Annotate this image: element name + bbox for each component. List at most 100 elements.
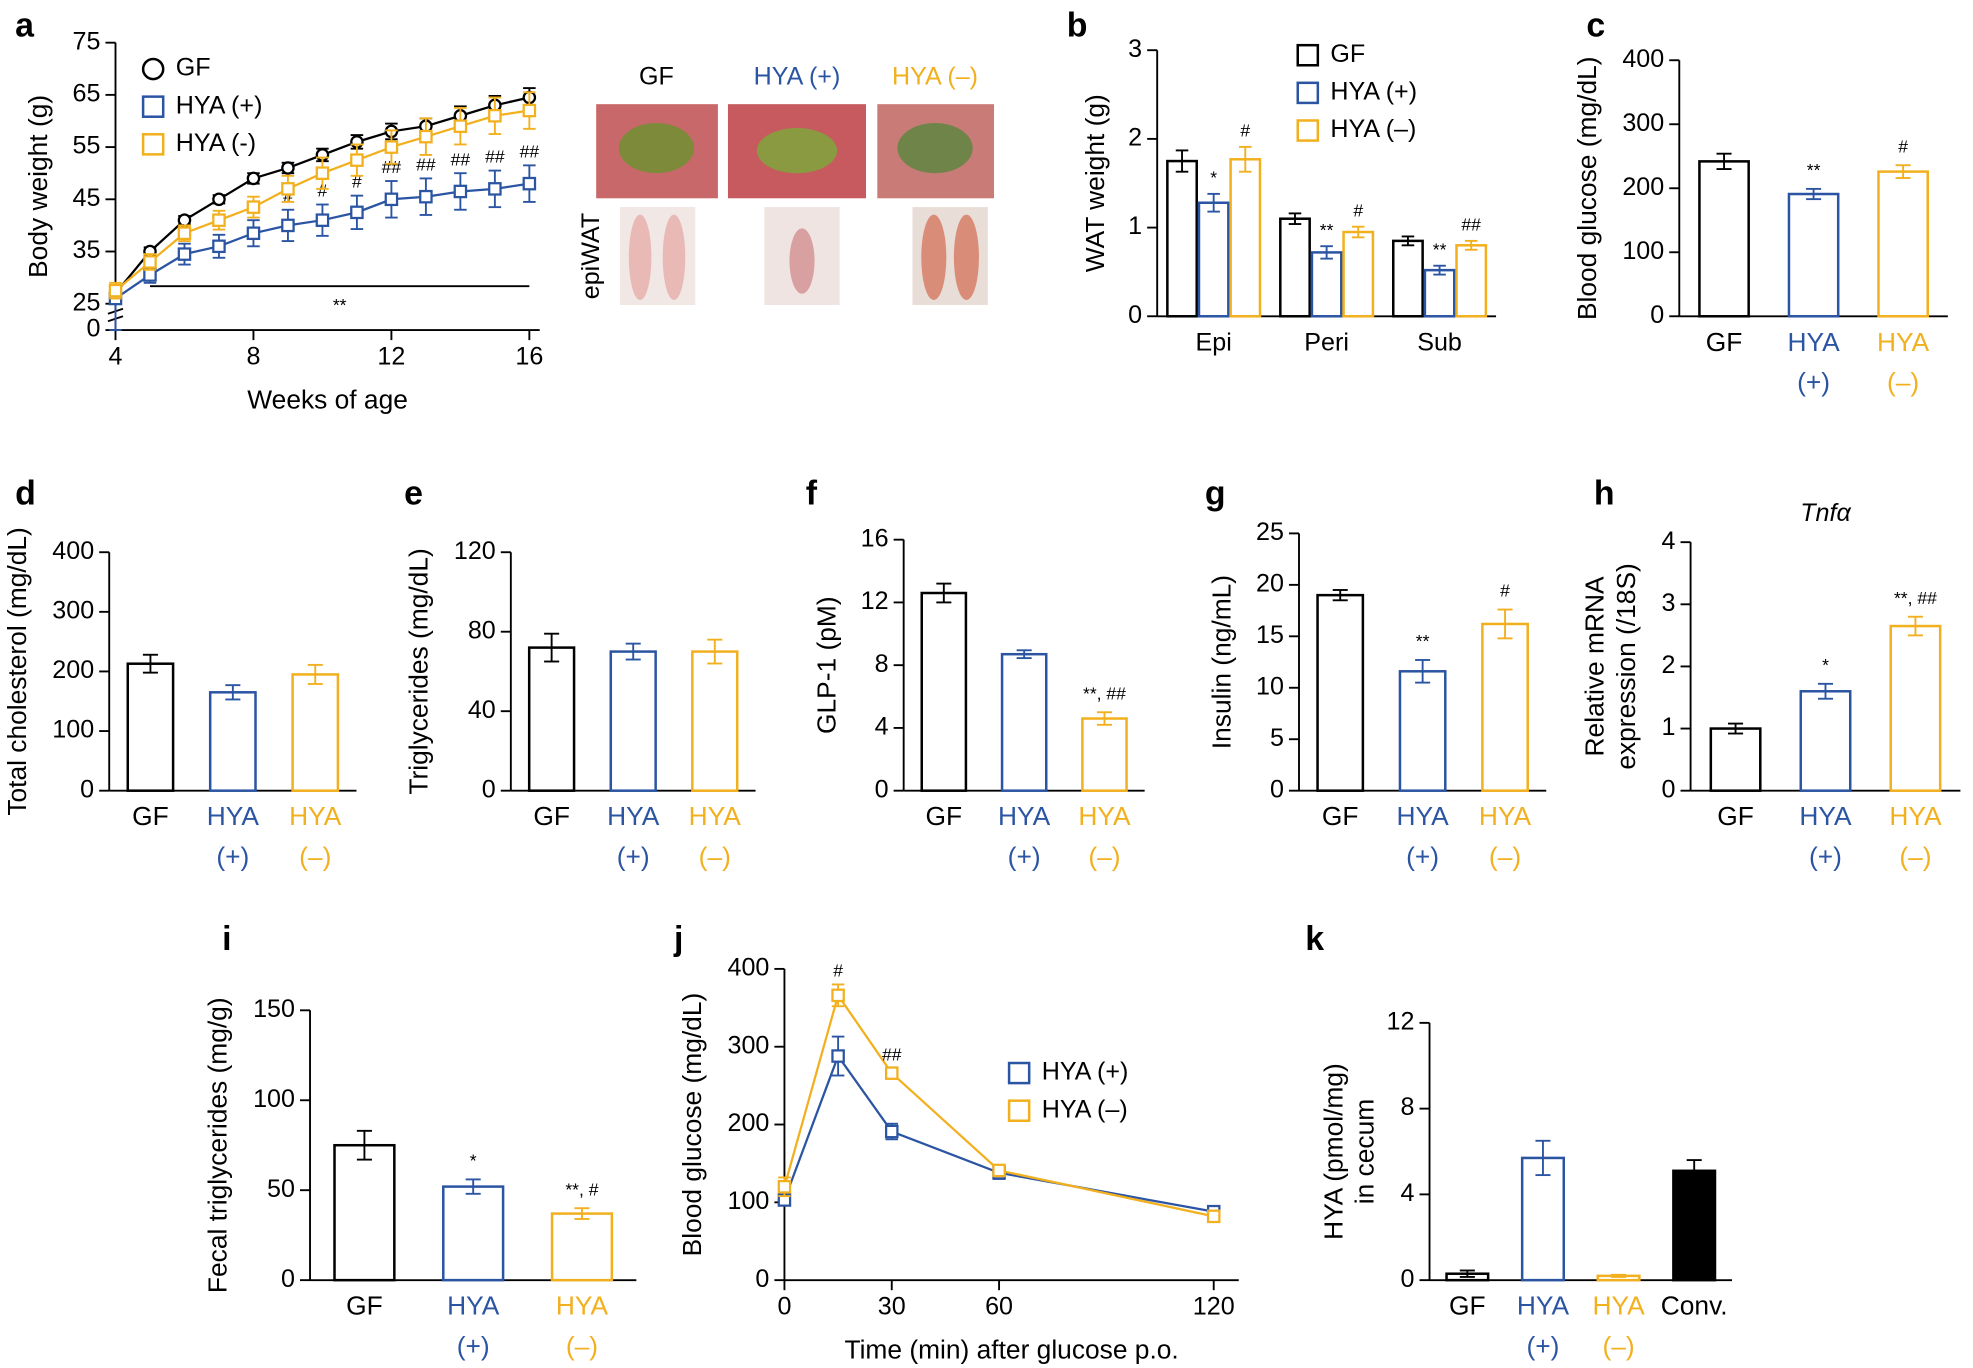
x-tick-label: (–)	[1887, 367, 1919, 397]
x-tick-label: HYA	[1517, 1291, 1570, 1321]
bar	[333, 1143, 396, 1282]
panel-letter: d	[15, 475, 36, 513]
chart-title: Tnfα	[1800, 499, 1851, 527]
y-tick-label: 200	[728, 1109, 770, 1137]
x-tick-label: Sub	[1417, 329, 1462, 357]
bar	[1197, 201, 1230, 318]
legend-label: HYA (–)	[1042, 1095, 1128, 1123]
y-tick-label: 12	[1387, 1007, 1415, 1035]
x-tick-label: (–)	[699, 841, 731, 871]
point	[246, 171, 261, 186]
y-tick-label: 4	[875, 713, 889, 741]
bar	[1889, 624, 1942, 792]
x-tick-label: (–)	[1489, 841, 1521, 871]
bar	[550, 1212, 614, 1282]
y-tick-label: 55	[73, 132, 101, 160]
y-tick-label: 400	[52, 537, 94, 565]
x-tick-label: (+)	[1797, 367, 1830, 397]
bar	[1398, 670, 1447, 792]
x-tick-label: Epi	[1196, 329, 1232, 357]
y-tick-label: 120	[454, 537, 496, 565]
legend-label: GF	[176, 54, 211, 82]
annotation: ##	[520, 141, 540, 161]
y-tick-label: 0	[1270, 775, 1284, 803]
bar	[1310, 251, 1343, 318]
annotation: #	[318, 181, 328, 201]
y-axis-label: expression (/18S)	[1611, 563, 1641, 769]
panel-e: e 0 40 80 120 Triglycerides (mg/dL) GF HYA (+) HY…	[403, 475, 756, 871]
x-tick-label: HYA	[1592, 1291, 1645, 1321]
annotation: #	[1353, 200, 1363, 220]
y-axis-label: in cecum	[1350, 1099, 1380, 1204]
legend-marker	[1007, 1099, 1031, 1123]
y-tick-label: 400	[728, 954, 770, 982]
x-tick-label: 0	[777, 1292, 791, 1320]
y-tick-label: 4	[1401, 1179, 1415, 1207]
point	[177, 226, 192, 241]
y-tick-label: 35	[73, 236, 101, 264]
bar	[442, 1185, 505, 1282]
photo-label: HYA (–)	[892, 62, 978, 90]
annotation: ##	[485, 147, 505, 167]
legend-marker	[1007, 1061, 1031, 1085]
y-axis-label: HYA (pmol/mg)	[1318, 1063, 1348, 1240]
photo-panel: GF HYA (+) HYA (–) epiWAT	[577, 62, 995, 305]
x-tick-label: 8	[246, 342, 260, 370]
y-tick-label: 20	[1256, 569, 1284, 597]
bar	[1799, 690, 1852, 792]
y-axis-label: Fecal triglycerides (mg/g)	[203, 997, 233, 1293]
point	[1206, 1209, 1221, 1224]
y-tick-label: 200	[1622, 173, 1664, 201]
panel-j: j 0 100 200 300 400 Blood glucose (mg/dL) 0 30 60…	[673, 920, 1239, 1365]
annotation: *	[1210, 167, 1217, 187]
y-tick-label: 45	[73, 184, 101, 212]
x-tick-label: HYA	[1078, 801, 1131, 831]
y-axis-label: Total cholesterol (mg/dL)	[2, 527, 32, 815]
annotation: #	[833, 961, 843, 981]
y-tick-label: 0	[482, 775, 496, 803]
annotation: **, #	[565, 1179, 598, 1199]
point	[350, 153, 364, 167]
legend-label: HYA (+)	[1330, 77, 1417, 105]
x-tick-label: HYA	[1889, 801, 1942, 831]
bar	[1877, 170, 1929, 318]
bar	[1392, 239, 1424, 318]
annotation: **	[1433, 239, 1447, 259]
x-tick-label: GF	[1322, 801, 1359, 831]
legend-marker	[1296, 119, 1320, 142]
annotation: ##	[1461, 214, 1481, 234]
panel-letter: j	[673, 920, 683, 958]
photo-detail	[789, 228, 815, 294]
y-tick-label: 300	[52, 596, 94, 624]
annotation: *	[1822, 655, 1829, 675]
legend-marker	[1296, 81, 1320, 105]
x-tick-label: 120	[1193, 1292, 1235, 1320]
point	[488, 108, 502, 123]
y-tick-label: 15	[1256, 621, 1284, 649]
annotation: **, ##	[1083, 683, 1126, 703]
photo-detail	[953, 214, 979, 300]
y-axis-label: WAT weight (g)	[1080, 94, 1110, 272]
annotation: **, ##	[1894, 588, 1937, 608]
y-tick-label: 25	[73, 288, 101, 316]
x-tick-label: (+)	[216, 841, 249, 871]
legend-label: HYA (+)	[176, 91, 263, 119]
x-axis-label: Weeks of age	[247, 385, 408, 415]
bar	[1081, 717, 1128, 792]
y-tick-label: 8	[875, 650, 889, 678]
bar	[208, 691, 257, 792]
annotation: *	[470, 1150, 477, 1170]
y-axis-label: Triglycerides (mg/dL)	[403, 548, 433, 794]
annotation: **	[333, 295, 347, 315]
annotation: #	[1240, 120, 1250, 140]
y-tick-label: 0	[281, 1265, 295, 1293]
x-tick-label: Conv.	[1661, 1291, 1728, 1321]
y-axis-label: Body weight (g)	[23, 95, 53, 278]
y-tick-label: 100	[253, 1085, 295, 1113]
y-axis-label: Insulin (ng/mL)	[1207, 575, 1237, 749]
y-tick-label: 0	[86, 315, 100, 343]
y-tick-label: 100	[728, 1187, 770, 1215]
y-tick-label: 2	[1662, 651, 1676, 679]
photo-detail	[921, 214, 947, 300]
point	[453, 119, 468, 133]
